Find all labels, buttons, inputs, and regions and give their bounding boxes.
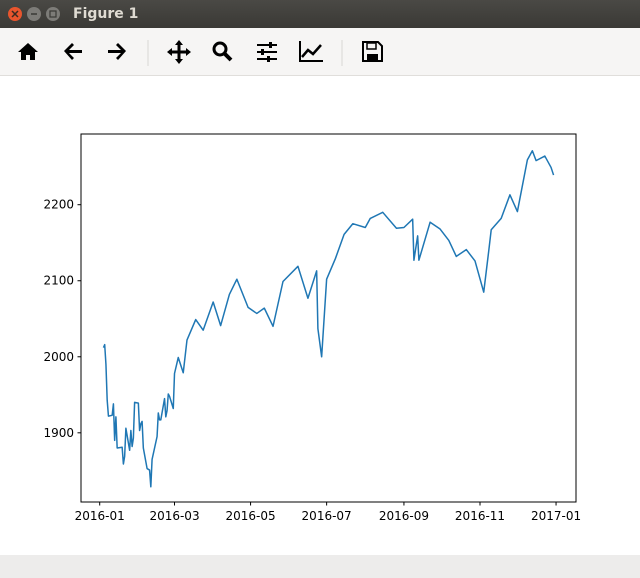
window-title: Figure 1 [73,6,139,22]
edit-axes-button[interactable] [299,41,323,62]
x-tick-label: 2016-07 [302,509,352,523]
back-button[interactable] [64,43,82,60]
x-tick-label: 2016-01 [75,509,125,523]
zoom-button[interactable] [212,41,233,62]
y-tick-label: 2200 [43,198,74,212]
forward-button[interactable] [108,43,126,60]
axes-frame [80,133,577,503]
pan-button[interactable] [167,40,191,64]
y-tick-label: 2000 [43,350,74,364]
x-tick-label: 2016-05 [226,509,276,523]
x-tick-label: 2017-01 [531,509,581,523]
data-line [102,149,555,488]
y-tick-label: 2100 [43,274,74,288]
title-bar: Figure 1 [0,0,640,28]
x-tick-label: 2016-03 [149,509,199,523]
configure-button[interactable] [257,42,277,62]
maximize-button[interactable] [46,7,60,21]
home-button[interactable] [18,43,38,60]
x-tick-label: 2016-11 [455,509,505,523]
y-tick-label: 1900 [43,426,74,440]
window-controls [8,7,60,21]
x-tick-label: 2016-09 [379,509,429,523]
chart: 1900 2000 2100 2200 2016-01 2016-03 2016-05 201… [43,133,581,523]
save-button[interactable] [362,41,383,62]
status-bar [0,555,640,578]
toolbar [0,28,640,76]
toolbar-icons [18,40,383,66]
